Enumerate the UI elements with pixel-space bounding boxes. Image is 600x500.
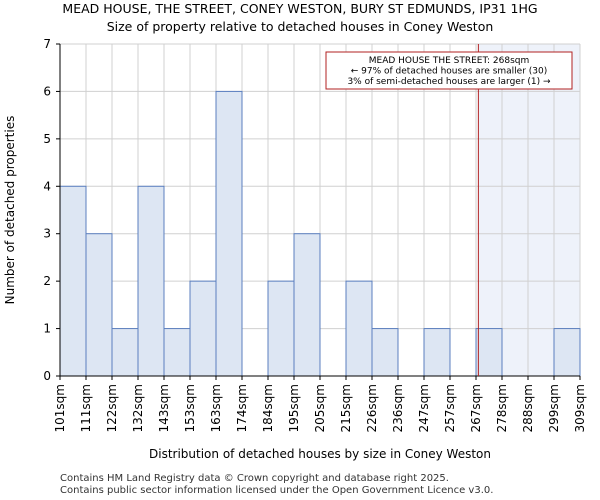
highlight-region bbox=[478, 44, 580, 376]
bar-163sqm bbox=[215, 90, 243, 377]
y-tick-label: 6 bbox=[43, 84, 51, 98]
annotation-line-1: MEAD HOUSE THE STREET: 268sqm bbox=[369, 56, 530, 66]
x-tick-label: 215sqm bbox=[339, 384, 353, 432]
y-tick-label: 0 bbox=[43, 369, 51, 383]
y-axis-label: Number of detached properties bbox=[3, 116, 17, 305]
x-tick-label: 174sqm bbox=[235, 384, 249, 432]
bar-247sqm bbox=[423, 328, 451, 377]
x-tick-label: 278sqm bbox=[495, 384, 509, 432]
footer-line-2: Contains public sector information licen… bbox=[60, 485, 494, 496]
chart-title: MEAD HOUSE, THE STREET, CONEY WESTON, BU… bbox=[62, 1, 538, 16]
y-tick-label: 3 bbox=[43, 227, 51, 241]
annotation-line-3: 3% of semi-detached houses are larger (1… bbox=[347, 77, 551, 87]
x-tick-label: 143sqm bbox=[157, 384, 171, 432]
bar-215sqm bbox=[345, 280, 373, 377]
bar-184sqm bbox=[267, 280, 295, 377]
bar-267sqm bbox=[475, 328, 503, 377]
x-tick-label: 122sqm bbox=[105, 384, 119, 432]
x-tick-label: 195sqm bbox=[287, 384, 301, 432]
x-tick-label: 111sqm bbox=[79, 384, 93, 432]
footer-line-1: Contains HM Land Registry data © Crown c… bbox=[60, 473, 449, 484]
x-tick-label: 267sqm bbox=[469, 384, 483, 432]
x-tick-label: 184sqm bbox=[261, 384, 275, 432]
bar-153sqm bbox=[189, 280, 217, 377]
y-tick-label: 1 bbox=[43, 322, 51, 336]
x-axis-label: Distribution of detached houses by size … bbox=[149, 447, 491, 461]
x-tick-label: 299sqm bbox=[547, 384, 561, 432]
x-tick-label: 163sqm bbox=[209, 384, 223, 432]
y-tick-label: 7 bbox=[43, 37, 51, 51]
x-tick-label: 236sqm bbox=[391, 384, 405, 432]
y-tick-label: 4 bbox=[43, 179, 51, 193]
x-tick-label: 132sqm bbox=[131, 384, 145, 432]
y-tick-label: 2 bbox=[43, 274, 51, 288]
x-tick-label: 205sqm bbox=[313, 384, 327, 432]
annotation-line-2: ← 97% of detached houses are smaller (30… bbox=[351, 67, 548, 77]
x-tick-label: 257sqm bbox=[443, 384, 457, 432]
x-tick-label: 247sqm bbox=[417, 384, 431, 432]
chart-subtitle: Size of property relative to detached ho… bbox=[106, 19, 494, 34]
x-tick-label: 226sqm bbox=[365, 384, 379, 432]
bar-143sqm bbox=[163, 328, 191, 377]
bar-299sqm bbox=[553, 328, 581, 377]
bar-101sqm bbox=[59, 185, 87, 377]
annotation-box bbox=[325, 51, 573, 90]
x-tick-label: 309sqm bbox=[573, 384, 587, 432]
x-tick-label: 101sqm bbox=[53, 384, 67, 432]
x-tick-label: 153sqm bbox=[183, 384, 197, 432]
bar-122sqm bbox=[111, 328, 139, 377]
bar-132sqm bbox=[137, 185, 165, 377]
y-tick-label: 5 bbox=[43, 132, 51, 146]
bar-195sqm bbox=[293, 233, 321, 377]
bar-226sqm bbox=[371, 328, 399, 377]
x-tick-label: 288sqm bbox=[521, 384, 535, 432]
bar-111sqm bbox=[85, 233, 113, 377]
